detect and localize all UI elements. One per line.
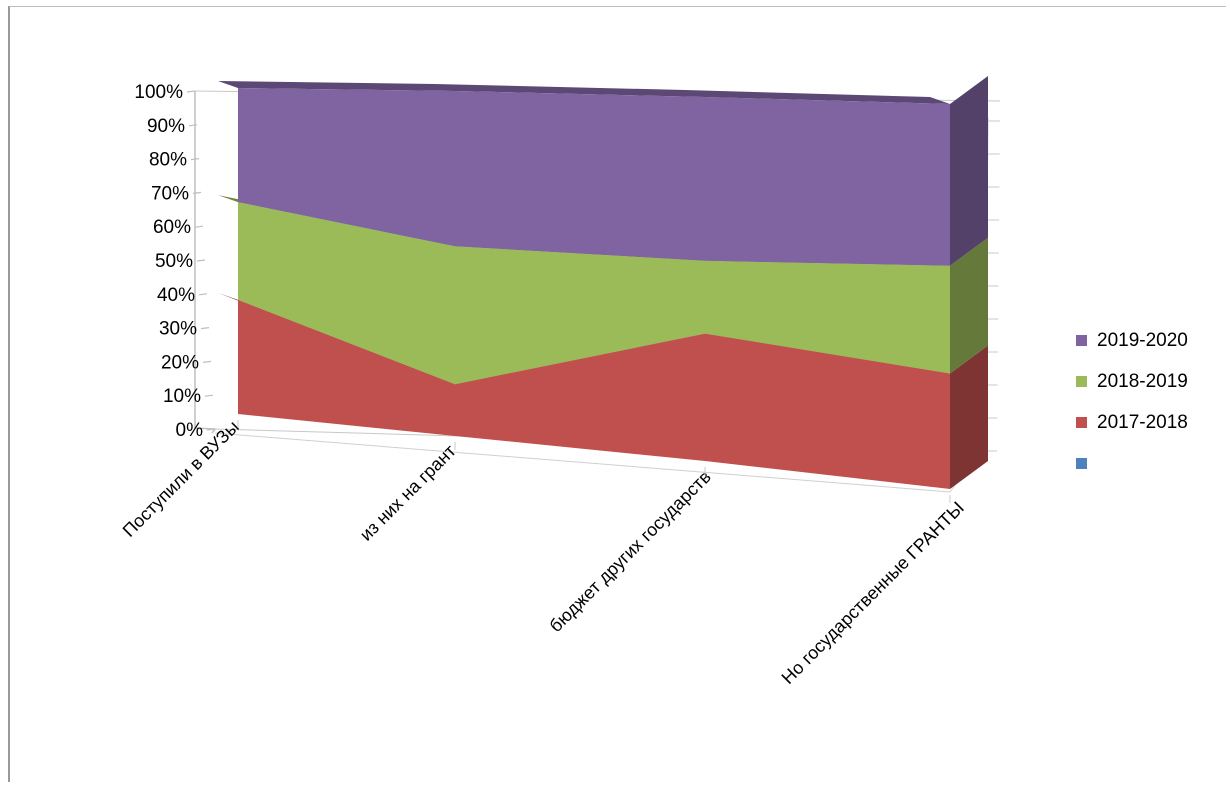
y-tick-mark (192, 191, 202, 194)
legend: 2019-2020 2018-2019 2017-2018 (1076, 330, 1188, 469)
area-side-face (950, 237, 988, 374)
category-label: бюджет других государств (545, 467, 714, 636)
area-side-face (950, 76, 988, 266)
y-tick-label: 90% (147, 116, 185, 137)
y-tick-mark (204, 394, 214, 397)
chart-frame (8, 6, 1226, 782)
area-front-face (238, 299, 950, 489)
area-front-face (238, 202, 950, 385)
series-layer (218, 76, 988, 489)
legend-swatch (1076, 458, 1087, 469)
y-tick-label: 60% (153, 217, 191, 238)
series-2017-2018 (218, 292, 988, 489)
area-top-face (218, 81, 950, 104)
y-tick-mark (186, 90, 196, 93)
y-tick-mark (198, 293, 208, 296)
y-tick-mark (206, 428, 216, 431)
area-side-face (950, 345, 988, 489)
legend-label: 2019-2020 (1097, 330, 1188, 351)
legend-label: 2017-2018 (1097, 412, 1188, 433)
category-label: из них на грант (356, 441, 460, 545)
series-2019-2020 (218, 76, 988, 266)
y-tick-mark (200, 327, 210, 330)
y-tick-mark (202, 360, 212, 363)
y-tick-label: 10% (163, 386, 201, 407)
category-label: Но государственные ГРАНТЫ (778, 498, 968, 688)
legend-swatch (1076, 417, 1087, 428)
y-tick-label: 0% (176, 420, 204, 441)
y-tick-label: 70% (151, 183, 189, 204)
legend-label: 2018-2019 (1097, 371, 1188, 392)
y-tick-label: 80% (149, 150, 187, 171)
y-axis-ticks: 0% 10% 20% 30% 40% 50% 60% 70% 80% 90% 100% (134, 82, 1000, 452)
y-tick-label: 30% (159, 319, 197, 340)
y-tick-mark (194, 225, 204, 228)
y-tick-label: 100% (134, 82, 183, 103)
legend-swatch (1076, 376, 1087, 387)
y-tick-label: 50% (155, 251, 193, 272)
floor-front-edge (214, 432, 951, 493)
y-tick-mark (196, 259, 206, 262)
legend-swatch (1076, 335, 1087, 346)
y-tick-label: 20% (161, 352, 199, 373)
y-tick-mark (188, 124, 198, 127)
y-tick-label: 40% (157, 285, 195, 306)
area-front-face (238, 88, 950, 266)
y-tick-mark (190, 158, 200, 161)
